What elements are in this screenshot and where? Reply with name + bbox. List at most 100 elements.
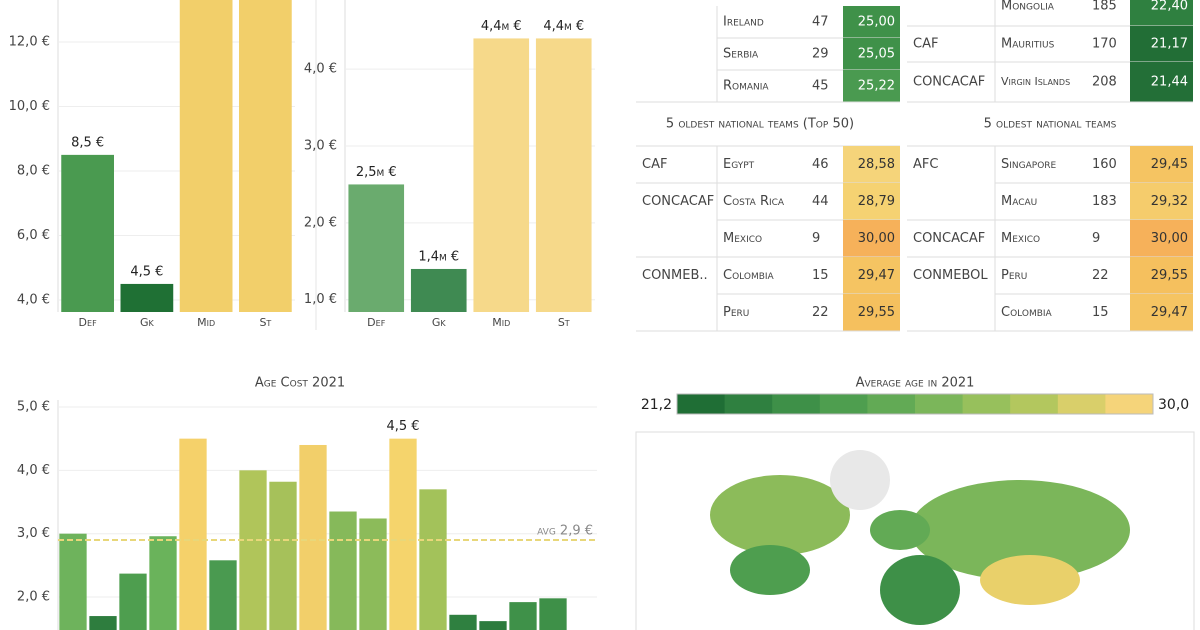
age-cell (1130, 146, 1193, 183)
bar (329, 511, 357, 630)
bar (389, 438, 417, 630)
chart-title: Age Cost 2021 (255, 376, 345, 391)
age: 21,44 (1151, 75, 1188, 90)
age-cell (843, 6, 900, 38)
y-tick-label: 3,0 € (17, 526, 50, 541)
team: Colombia (1001, 305, 1053, 320)
age: 29,55 (858, 305, 895, 320)
legend-min: 21,2 (641, 397, 672, 413)
bar (359, 518, 387, 630)
age-cell (1130, 0, 1193, 26)
y-tick-label: 4,0 € (304, 62, 337, 77)
confederation: CONMEB.. (642, 268, 708, 283)
age-cell (843, 146, 900, 183)
team: Colombia (723, 268, 775, 283)
bar (149, 536, 177, 630)
confederation: CAF (642, 157, 667, 172)
age: 22,40 (1151, 0, 1188, 14)
bar (179, 0, 233, 312)
x-tick-label: Def (79, 316, 98, 329)
age: 30,00 (858, 231, 895, 246)
rank: 9 (1092, 231, 1100, 246)
rank: 47 (812, 15, 829, 30)
bar (59, 533, 87, 630)
bar (419, 489, 447, 630)
legend-swatch (772, 394, 821, 414)
bar (120, 283, 174, 312)
bar (61, 154, 114, 312)
y-tick-label: 8,0 € (17, 164, 50, 179)
legend-swatch (724, 394, 773, 414)
rank: 183 (1092, 194, 1117, 209)
rank: 29 (812, 47, 829, 62)
confederation: CAF (913, 37, 938, 52)
table-title: 5 oldest national teams (984, 117, 1117, 132)
y-tick-label: 4,0 € (17, 463, 50, 478)
age: 29,32 (1151, 194, 1188, 209)
bar (89, 616, 117, 630)
age: 21,17 (1151, 37, 1188, 52)
rank: 170 (1092, 37, 1117, 52)
age-cell (1130, 257, 1193, 294)
y-tick-label: 6,0 € (17, 228, 50, 243)
rank: 185 (1092, 0, 1117, 14)
rank: 45 (812, 79, 829, 94)
y-tick-label: 1,0 € (304, 292, 337, 307)
value-label: 4,4м € (543, 19, 584, 34)
rank: 208 (1092, 75, 1117, 90)
legend-swatch (962, 394, 1011, 414)
rank: 22 (812, 305, 829, 320)
age-cell (843, 183, 900, 220)
rank: 46 (812, 157, 829, 172)
y-tick-label: 2,0 € (304, 215, 337, 230)
x-tick-label: Gk (140, 316, 155, 329)
confederation: CONCACAF (913, 75, 985, 90)
age-cell (843, 220, 900, 257)
age: 29,47 (1151, 305, 1188, 320)
bar (535, 38, 592, 312)
team: Ireland (723, 15, 764, 30)
team: Mongolia (1001, 0, 1055, 14)
y-tick-label: 12,0 € (9, 34, 50, 49)
team: Egypt (723, 157, 755, 172)
x-tick-label: Mid (197, 316, 215, 329)
team: Singapore (1001, 157, 1057, 172)
age: 29,55 (1151, 268, 1188, 283)
confederation: CONCACAF (642, 194, 714, 209)
age: 28,58 (858, 157, 895, 172)
bars (59, 438, 567, 630)
x-tick-label: St (558, 316, 570, 329)
rank: 15 (812, 268, 829, 283)
team: Serbia (723, 47, 759, 62)
team: Mauritius (1001, 37, 1055, 52)
age: 25,22 (858, 79, 895, 94)
bar (449, 614, 477, 630)
age-cell (843, 294, 900, 331)
bar (473, 38, 530, 312)
age: 25,00 (858, 15, 895, 30)
bar (539, 598, 567, 630)
bar (299, 444, 327, 630)
age: 30,00 (1151, 231, 1188, 246)
rank: 22 (1092, 268, 1109, 283)
team: Romania (723, 79, 769, 94)
y-tick-label: 4,0 € (17, 293, 50, 308)
age-cell (843, 38, 900, 70)
value-label: 1,4м € (418, 249, 459, 264)
value-label: 4,5 € (130, 264, 163, 279)
bar (179, 438, 207, 630)
value-label: 2,5м € (356, 165, 397, 180)
legend-swatch (1057, 394, 1106, 414)
team: Mexico (1001, 231, 1040, 246)
legend-swatch (1010, 394, 1059, 414)
legend-swatch (867, 394, 916, 414)
y-tick-label: 3,0 € (304, 139, 337, 154)
age: 28,79 (858, 194, 895, 209)
rank: 9 (812, 231, 820, 246)
bar (119, 573, 147, 630)
age-cell (1130, 220, 1193, 257)
confederation: AFC (913, 157, 938, 172)
team: Mexico (723, 231, 762, 246)
legend-title: Average age in 2021 (856, 376, 975, 391)
